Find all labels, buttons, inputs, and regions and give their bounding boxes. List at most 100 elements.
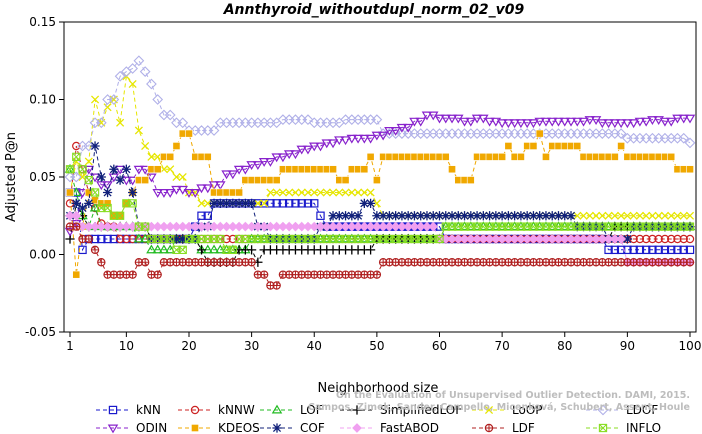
data-point [178, 245, 187, 254]
data-point [109, 164, 119, 174]
data-point [447, 211, 457, 221]
data-point [422, 211, 432, 221]
x-tick-label: 60 [432, 339, 447, 353]
data-point [316, 188, 325, 197]
data-point [115, 175, 125, 185]
data-point [428, 221, 439, 232]
data-point [203, 199, 212, 208]
y-tick-label: 0.15 [29, 15, 56, 29]
data-point [341, 188, 350, 197]
data-point [446, 114, 458, 124]
data-point [534, 221, 545, 231]
data-point [266, 188, 275, 197]
data-point [171, 185, 182, 195]
data-point [197, 211, 206, 220]
data-point [327, 139, 339, 149]
data-point [247, 198, 257, 208]
data-point [108, 173, 120, 183]
data-point [541, 211, 551, 221]
data-point [328, 211, 338, 221]
data-point [685, 258, 695, 267]
data-point [266, 199, 275, 208]
data-point [203, 211, 212, 220]
data-point [284, 199, 294, 208]
x-tick-label: 70 [494, 339, 509, 353]
data-point [234, 198, 244, 208]
data-point [685, 245, 695, 255]
data-point [346, 134, 358, 144]
data-point [128, 270, 137, 279]
data-point [297, 199, 306, 208]
data-point [141, 141, 150, 151]
x-tick-label: 20 [181, 339, 196, 353]
series-inflo [65, 152, 695, 254]
data-point [321, 139, 333, 149]
data-point [153, 270, 162, 279]
data-point [578, 117, 589, 127]
data-point [302, 145, 314, 155]
data-point [660, 211, 670, 220]
data-point [240, 198, 250, 208]
data-point [89, 173, 101, 183]
data-point [152, 244, 163, 254]
data-point [610, 152, 619, 161]
data-point [372, 176, 381, 184]
legend-label: kNNW [218, 403, 255, 417]
data-point [340, 211, 351, 221]
data-point [172, 172, 181, 182]
legend-label: SimplifiedLOF [380, 403, 462, 417]
data-point [247, 258, 256, 267]
data-point [428, 211, 438, 221]
data-point [96, 181, 107, 191]
data-point [340, 136, 351, 146]
data-point [103, 234, 112, 244]
data-point [296, 145, 307, 155]
x-tick-label: 30 [244, 339, 259, 353]
data-point [278, 188, 287, 197]
data-point [559, 117, 571, 127]
data-point [208, 244, 220, 254]
data-point [141, 222, 150, 231]
data-point [283, 150, 295, 160]
data-point [215, 244, 226, 254]
data-point [253, 199, 262, 208]
data-point [334, 136, 345, 146]
data-point [228, 198, 238, 208]
data-point [114, 165, 126, 175]
data-point [490, 221, 502, 231]
data-point [478, 221, 489, 231]
data-point [302, 114, 314, 126]
legend-label: INFLO [626, 421, 661, 434]
data-point [152, 94, 164, 105]
series-knn [65, 188, 695, 255]
watermark: On the Evaluation of Unsupervised Outlie… [308, 390, 690, 413]
x-tick-label: 10 [119, 339, 134, 353]
series-odin [64, 111, 696, 237]
legend-item-ldof: LDOF [586, 403, 658, 417]
x-tick-label: 100 [679, 339, 702, 353]
data-point [560, 211, 570, 221]
data-point [466, 211, 476, 221]
data-point [660, 234, 670, 244]
data-point [146, 244, 157, 254]
watermark-line-2: Campos, Zimek, Sander, Campello, Micenko… [308, 402, 690, 413]
data-point [208, 125, 220, 136]
data-point [215, 181, 226, 191]
data-point [116, 118, 125, 127]
legend-marker [271, 404, 283, 414]
data-point [97, 258, 106, 267]
data-point [308, 142, 320, 152]
data-point [233, 165, 245, 175]
legend-item-ldf: LDF [472, 421, 535, 434]
data-point [565, 117, 577, 127]
data-point [403, 211, 413, 221]
data-point [459, 211, 470, 221]
data-point [528, 211, 539, 221]
data-point [615, 119, 627, 129]
data-point [415, 117, 426, 127]
data-point [484, 117, 495, 127]
data-point [221, 198, 232, 208]
data-point [277, 153, 289, 163]
data-point [315, 233, 326, 243]
